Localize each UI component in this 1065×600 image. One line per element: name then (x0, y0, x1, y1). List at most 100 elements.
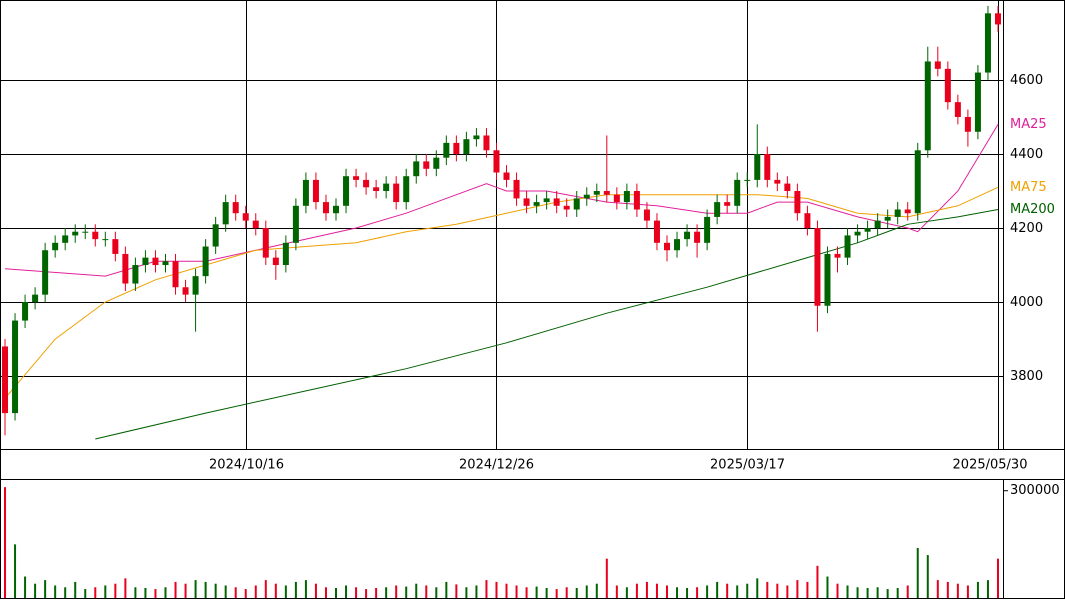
y-tick-label: 4200 (1010, 221, 1043, 236)
candle-body (964, 116, 971, 132)
volume-bar (686, 587, 689, 598)
volume-bar (4, 487, 7, 598)
candle-body (633, 191, 640, 210)
candle-body (222, 202, 229, 225)
volume-bar (244, 589, 247, 598)
volume-bar (64, 587, 67, 598)
volume-bar (144, 587, 147, 598)
legend-label: MA25 (1010, 117, 1047, 132)
moving-average-line (95, 209, 999, 440)
candle-body (423, 161, 430, 169)
candle-body (272, 257, 279, 266)
candle-body (643, 209, 650, 221)
candle-body (62, 235, 69, 243)
candle-body (994, 13, 1001, 25)
volume-bar (816, 565, 819, 598)
candle-body (333, 205, 340, 214)
candle-body (894, 209, 901, 217)
candle-body (684, 231, 691, 240)
volume-bar (495, 581, 498, 598)
volume-bar (445, 581, 448, 598)
candle-body (493, 150, 500, 173)
volume-bar (204, 581, 207, 598)
candle-body (593, 191, 600, 195)
candle-body (764, 153, 771, 180)
volume-bar (826, 576, 829, 598)
volume-bar (916, 547, 919, 598)
volume-bar (94, 587, 97, 598)
candle-body (523, 198, 530, 206)
candle-body (553, 198, 560, 206)
y-tick-label: 4000 (1010, 295, 1043, 310)
volume-bar (234, 587, 237, 598)
candle-body (242, 213, 249, 221)
candle-body (122, 253, 129, 284)
candle-body (704, 216, 711, 243)
volume-bar (114, 583, 117, 598)
candle-body (192, 276, 199, 295)
volume-bar (174, 581, 177, 598)
candle-body (212, 224, 219, 247)
candle-body (463, 139, 470, 154)
candle-body (834, 253, 841, 258)
candle-body (322, 202, 329, 214)
candle-body (543, 198, 550, 203)
volume-bar (465, 587, 468, 598)
volume-bar (455, 584, 458, 598)
candle-body (52, 242, 59, 251)
volume-bar (475, 585, 478, 598)
candle-body (142, 257, 149, 266)
candle-body (353, 176, 360, 180)
volume-bar (385, 587, 388, 598)
candle-body (734, 179, 741, 206)
volume-bar (324, 587, 327, 598)
candle-body (583, 194, 590, 199)
volume-bar (194, 580, 197, 598)
volume-bar (986, 580, 989, 598)
volume-bar (264, 580, 267, 598)
candle-body (282, 242, 289, 266)
volume-bar (866, 587, 869, 598)
volume-bar (515, 585, 518, 598)
candle-body (603, 191, 610, 195)
x-tick-label: 2025/05/30 (953, 458, 1028, 473)
volume-bar (124, 578, 127, 598)
volume-bar (906, 585, 909, 598)
volume-bar (254, 585, 257, 598)
candle-body (32, 294, 39, 303)
volume-bar (595, 583, 598, 598)
candle-body (694, 231, 701, 243)
candle-body (674, 239, 681, 251)
candle-body (784, 183, 791, 192)
volume-bar (525, 587, 528, 598)
volume-bar (836, 583, 839, 598)
volume-bar (746, 583, 749, 598)
candle-body (533, 202, 540, 206)
candle-body (443, 142, 450, 158)
candle-body (262, 228, 269, 258)
volume-bar (84, 589, 87, 598)
volume-bar (926, 555, 929, 598)
candle-body (874, 220, 881, 229)
candle-body (844, 235, 851, 258)
volume-bar (545, 587, 548, 598)
x-tick-label: 2025/03/17 (710, 458, 785, 473)
candle-body (573, 198, 580, 210)
volume-bar (34, 583, 37, 598)
volume-bar (284, 585, 287, 598)
candle-body (944, 68, 951, 103)
volume-bar (756, 578, 759, 598)
candle-body (292, 205, 299, 243)
y-tick-label: 300000 (1010, 483, 1060, 498)
candle-body (613, 194, 620, 203)
volume-bar (796, 580, 799, 598)
y-tick-label: 4600 (1010, 73, 1043, 88)
candle-body (804, 213, 811, 229)
x-tick-label: 2024/10/16 (209, 458, 284, 473)
candle-body (473, 135, 480, 140)
legend-label: MA200 (1010, 202, 1055, 217)
volume-bar (585, 585, 588, 598)
volume-bar (706, 585, 709, 598)
candle-body (302, 179, 309, 206)
